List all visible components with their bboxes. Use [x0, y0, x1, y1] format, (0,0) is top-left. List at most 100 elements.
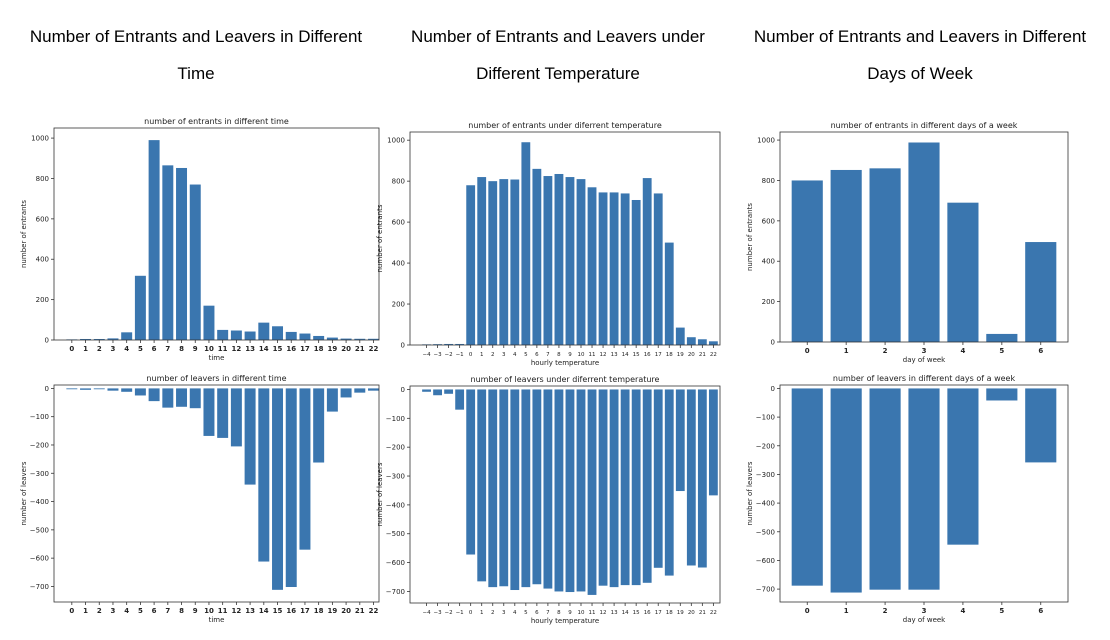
chart-title: number of entrants in different time: [144, 117, 289, 126]
bar: [642, 389, 652, 583]
x-tick-label: 3: [111, 607, 116, 615]
x-tick-label: 16: [286, 345, 296, 353]
y-tick-label: 1000: [387, 137, 405, 145]
bar: [107, 338, 119, 340]
y-tick-label: −600: [386, 559, 405, 567]
x-tick-label: 9: [193, 345, 198, 353]
x-tick-label: 8: [179, 345, 184, 353]
bar: [230, 330, 242, 340]
x-tick-label: 18: [666, 610, 673, 616]
x-tick-label: 1: [844, 347, 849, 355]
bar: [521, 389, 531, 588]
x-tick-label: 12: [232, 607, 242, 615]
bar: [697, 339, 707, 345]
x-tick-label: 13: [245, 345, 255, 353]
bar: [444, 343, 454, 345]
bar: [326, 388, 338, 412]
y-tick-label: 800: [392, 178, 405, 186]
y-tick-label: −100: [756, 414, 775, 422]
x-tick-label: 6: [1038, 347, 1043, 355]
bar: [1025, 388, 1057, 463]
x-tick-label: 3: [502, 352, 506, 358]
bar: [80, 338, 92, 340]
x-tick-label: 19: [328, 607, 338, 615]
x-axis-label: time: [209, 616, 225, 624]
bar: [244, 331, 256, 340]
bar: [908, 388, 940, 590]
x-tick-label: 16: [644, 610, 651, 616]
bar: [285, 331, 297, 340]
x-tick-label: 22: [710, 352, 717, 358]
heading-line-2: Time: [177, 64, 215, 83]
y-tick-label: −600: [756, 557, 775, 565]
x-tick-label: 21: [699, 610, 706, 616]
bar: [587, 389, 597, 595]
x-tick-label: 1: [844, 607, 849, 615]
bar: [598, 389, 608, 586]
bar: [66, 388, 78, 390]
bar: [148, 140, 160, 340]
x-tick-label: −1: [456, 610, 464, 616]
bar: [664, 389, 674, 576]
bar: [830, 388, 862, 593]
bar: [499, 389, 509, 587]
column-heading-time: Number of Entrants and Leavers in Differ…: [16, 18, 376, 92]
x-tick-label: 13: [245, 607, 255, 615]
y-tick-label: −400: [30, 498, 49, 506]
y-tick-label: −100: [30, 413, 49, 421]
bar: [510, 389, 520, 591]
x-tick-label: 20: [688, 352, 695, 358]
y-tick-label: 600: [392, 219, 405, 227]
x-tick-label: 20: [341, 345, 351, 353]
y-tick-label: 800: [762, 177, 775, 185]
y-tick-label: 0: [45, 337, 49, 345]
x-tick-label: 8: [179, 607, 184, 615]
bar: [986, 333, 1018, 342]
bar: [869, 388, 901, 590]
bar: [686, 337, 696, 345]
x-tick-label: 11: [589, 610, 596, 616]
bar: [368, 388, 379, 391]
bar: [631, 199, 641, 345]
x-tick-label: 15: [633, 352, 640, 358]
y-tick-label: 200: [762, 298, 775, 306]
plot-frame: [409, 385, 721, 604]
bar: [869, 168, 901, 342]
bar: [609, 389, 619, 588]
x-tick-label: 21: [355, 345, 365, 353]
chart-title: number of entrants in different days of …: [831, 121, 1018, 130]
x-tick-label: 5: [999, 607, 1004, 615]
bar: [947, 388, 979, 545]
x-tick-label: 16: [644, 352, 651, 358]
y-axis-label: number of entrants: [376, 204, 384, 272]
y-axis-label: number of entrants: [746, 203, 754, 271]
bar: [433, 344, 442, 345]
x-tick-label: 5: [999, 347, 1004, 355]
bar: [565, 177, 575, 345]
bar: [107, 388, 119, 391]
x-tick-label: 0: [69, 607, 74, 615]
y-tick-label: −300: [386, 473, 405, 481]
x-tick-label: 5: [524, 610, 528, 616]
bar: [499, 179, 509, 345]
bar: [189, 388, 201, 409]
heading-line-1: Number of Entrants and Leavers in Differ…: [29, 27, 363, 46]
bar: [675, 389, 685, 492]
x-tick-label: 5: [524, 352, 528, 358]
x-tick-label: 8: [557, 352, 561, 358]
bar: [466, 185, 476, 345]
x-tick-label: −3: [434, 352, 443, 358]
y-axis-label: number of leavers: [746, 461, 754, 525]
bar: [554, 389, 564, 592]
x-tick-label: 4: [124, 345, 129, 353]
x-tick-label: 10: [577, 610, 584, 616]
x-tick-label: 13: [611, 352, 618, 358]
bar: [697, 389, 707, 568]
y-tick-label: −600: [30, 555, 49, 563]
y-axis-label: number of leavers: [20, 461, 28, 525]
chart-entrants-day-of-week: 0 200 400 600 800 1000 0 1 2 3 4 5 6 number of entran…: [746, 121, 1069, 364]
bar: [908, 142, 940, 342]
x-tick-label: 17: [655, 610, 662, 616]
